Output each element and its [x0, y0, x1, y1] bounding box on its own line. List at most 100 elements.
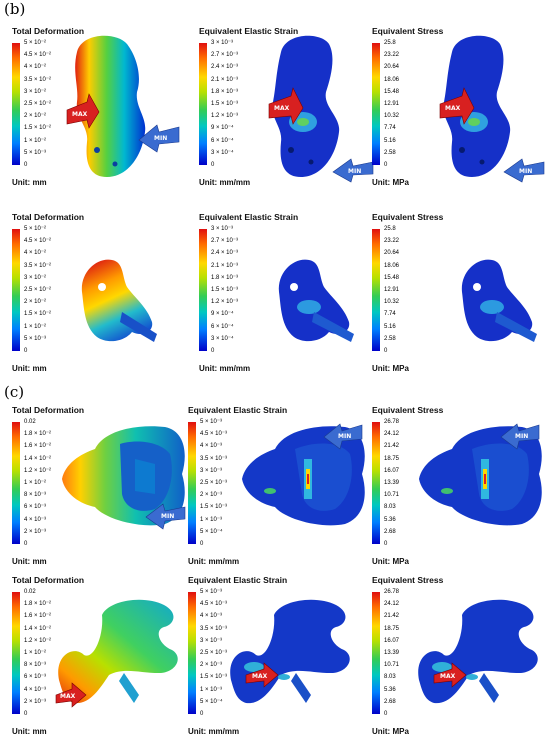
- unit-label: Unit: mm: [12, 178, 47, 187]
- panel-title: Equivalent Stress: [372, 575, 444, 585]
- legend-tick-label: 1 × 10⁻³: [200, 516, 223, 523]
- legend-tick-label: 2 × 10⁻³: [200, 662, 223, 669]
- legend-tick-label: 2 × 10⁻³: [200, 492, 223, 499]
- legend-tick-label: 4 × 10⁻³: [24, 516, 47, 523]
- max-arrow-label: MAX: [60, 693, 76, 700]
- legend-tick-label: 1.5 × 10⁻²: [24, 125, 52, 132]
- legend-tick-label: 8 × 10⁻³: [24, 662, 47, 669]
- fem-model-render: MIN: [62, 426, 186, 530]
- legend-tick-label: 0: [24, 541, 28, 547]
- section-label-b: (b): [4, 0, 26, 18]
- legend-tick-label: 0.02: [24, 419, 36, 425]
- legend-tick-label: 1.2 × 10⁻²: [24, 637, 52, 644]
- legend-tick-label: 0: [384, 711, 388, 717]
- legend-tick-label: 7.74: [384, 311, 396, 318]
- legend-tick-label: 2.1 × 10⁻³: [211, 262, 239, 269]
- legend-tick-label: 18.06: [384, 262, 400, 269]
- legend-tick-label: 1.8 × 10⁻²: [24, 601, 52, 608]
- legend-tick-label: 3.5 × 10⁻²: [24, 76, 52, 83]
- legend-tick-label: 2.4 × 10⁻³: [211, 250, 239, 257]
- legend-tick-label: 12.91: [384, 101, 400, 107]
- legend-tick-label: 1 × 10⁻³: [200, 686, 223, 693]
- legend-tick-label: 0: [24, 162, 28, 168]
- legend-tick-label: 3 × 10⁻²: [24, 274, 47, 281]
- legend-tick-label: 4.5 × 10⁻²: [24, 238, 52, 245]
- unit-label: Unit: MPa: [372, 364, 409, 373]
- unit-label: Unit: MPa: [372, 727, 409, 736]
- panel-c1-deformation: Total Deformation 0.02 1.8 × 10⁻² 1.6 × 10…: [12, 405, 187, 580]
- legend-tick-label: 1.5 × 10⁻²: [24, 311, 52, 318]
- legend-tick-label: 1.4 × 10⁻²: [24, 455, 52, 462]
- panel-title: Total Deformation: [12, 575, 85, 585]
- legend-tick-label: 15.48: [384, 88, 400, 95]
- color-bar: [12, 43, 20, 165]
- legend-tick-label: 5 × 10⁻³: [200, 589, 223, 595]
- panel-b1-stress: Equivalent Stress 25.8 23.22 20.64 18.06 15.…: [372, 26, 547, 201]
- legend-tick-label: 1.2 × 10⁻³: [211, 113, 239, 120]
- fem-model-render: MAX MIN: [439, 35, 545, 183]
- legend-tick-label: 6 × 10⁻⁴: [211, 323, 234, 330]
- legend-tick-label: 1 × 10⁻²: [24, 650, 47, 656]
- panel-c1-stress: Equivalent Stress 26.78 24.12 21.42 18.75 16…: [372, 405, 547, 580]
- legend-tick-label: 0: [24, 711, 28, 717]
- legend-tick-label: 3.5 × 10⁻³: [200, 455, 228, 462]
- legend-tick-label: 2.68: [384, 528, 396, 535]
- legend-tick-label: 4 × 10⁻³: [200, 443, 223, 450]
- legend-tick-label: 5 × 10⁻²: [24, 226, 47, 232]
- legend-tick-label: 10.71: [384, 492, 400, 499]
- legend-tick-label: 4.5 × 10⁻²: [24, 52, 52, 59]
- panel-title: Total Deformation: [12, 212, 85, 222]
- fem-model-render: MIN: [419, 423, 542, 526]
- legend-tick-label: 13.39: [384, 480, 400, 486]
- legend-tick-label: 2.5 × 10⁻²: [24, 287, 52, 293]
- legend-tick-label: 8.03: [384, 504, 396, 511]
- legend-tick-label: 1.6 × 10⁻²: [24, 613, 52, 620]
- panel-c2-deformation: Total Deformation 0.02 1.8 × 10⁻² 1.6 × 10…: [12, 575, 187, 750]
- legend-tick-label: 20.64: [384, 64, 400, 71]
- legend-tick-label: 2.7 × 10⁻³: [211, 52, 239, 59]
- legend-tick-label: 1.4 × 10⁻²: [24, 625, 52, 632]
- color-bar: [199, 43, 207, 165]
- legend-tick-label: 1.5 × 10⁻³: [211, 101, 239, 107]
- section-label-c: (c): [4, 383, 25, 401]
- unit-label: Unit: MPa: [372, 557, 409, 566]
- fem-model-render: MAX MIN: [66, 35, 180, 177]
- min-arrow-label: MIN: [338, 433, 351, 440]
- color-bar: [12, 422, 20, 544]
- legend-tick-label: 10.71: [384, 662, 400, 669]
- legend-tick-label: 4 × 10⁻³: [200, 613, 223, 620]
- legend-tick-label: 16.07: [384, 637, 400, 644]
- panel-b1-deformation: Total Deformation 5 × 10⁻² 4.5 × 10⁻² 4 × …: [12, 26, 187, 201]
- color-bar: [372, 229, 380, 351]
- max-arrow-label: MAX: [274, 105, 290, 112]
- legend-tick-label: 12.91: [384, 287, 400, 293]
- legend-tick-label: 2 × 10⁻²: [24, 299, 47, 306]
- legend-tick-label: 10.32: [384, 299, 400, 306]
- legend-tick-label: 1 × 10⁻²: [24, 137, 47, 144]
- legend-tick-label: 5 × 10⁻⁴: [200, 698, 223, 705]
- fem-model-render: [81, 259, 157, 342]
- legend-tick-label: 10.32: [384, 113, 400, 120]
- legend-tick-label: 3 × 10⁻³: [211, 40, 234, 46]
- panel-c1-strain: Equivalent Elastic Strain 5 × 10⁻³ 4.5 × …: [188, 405, 365, 580]
- legend-tick-label: 16.07: [384, 467, 400, 474]
- color-bar: [372, 422, 380, 544]
- legend-tick-label: 0: [384, 162, 388, 168]
- legend-tick-label: 3 × 10⁻²: [24, 88, 47, 95]
- unit-label: Unit: mm: [12, 364, 47, 373]
- color-bar: [188, 592, 196, 714]
- legend-tick-label: 6 × 10⁻⁴: [211, 137, 234, 144]
- panel-c2-stress: Equivalent Stress 26.78 24.12 21.42 18.75 16…: [372, 575, 547, 750]
- legend-tick-label: 2 × 10⁻³: [24, 698, 47, 705]
- legend-tick-label: 1.8 × 10⁻²: [24, 431, 52, 438]
- fem-model-render: [461, 259, 537, 342]
- legend-tick-label: 4 × 10⁻³: [24, 686, 47, 693]
- min-arrow-label: MIN: [348, 168, 361, 175]
- min-arrow-label: MIN: [154, 135, 167, 142]
- legend-tick-label: 3 × 10⁻³: [200, 637, 223, 644]
- min-arrow-label: MIN: [519, 168, 532, 175]
- legend-tick-label: 1.5 × 10⁻³: [200, 504, 228, 511]
- legend-tick-label: 3.5 × 10⁻³: [200, 625, 228, 632]
- max-arrow-label: MAX: [440, 673, 456, 680]
- color-bar: [199, 229, 207, 351]
